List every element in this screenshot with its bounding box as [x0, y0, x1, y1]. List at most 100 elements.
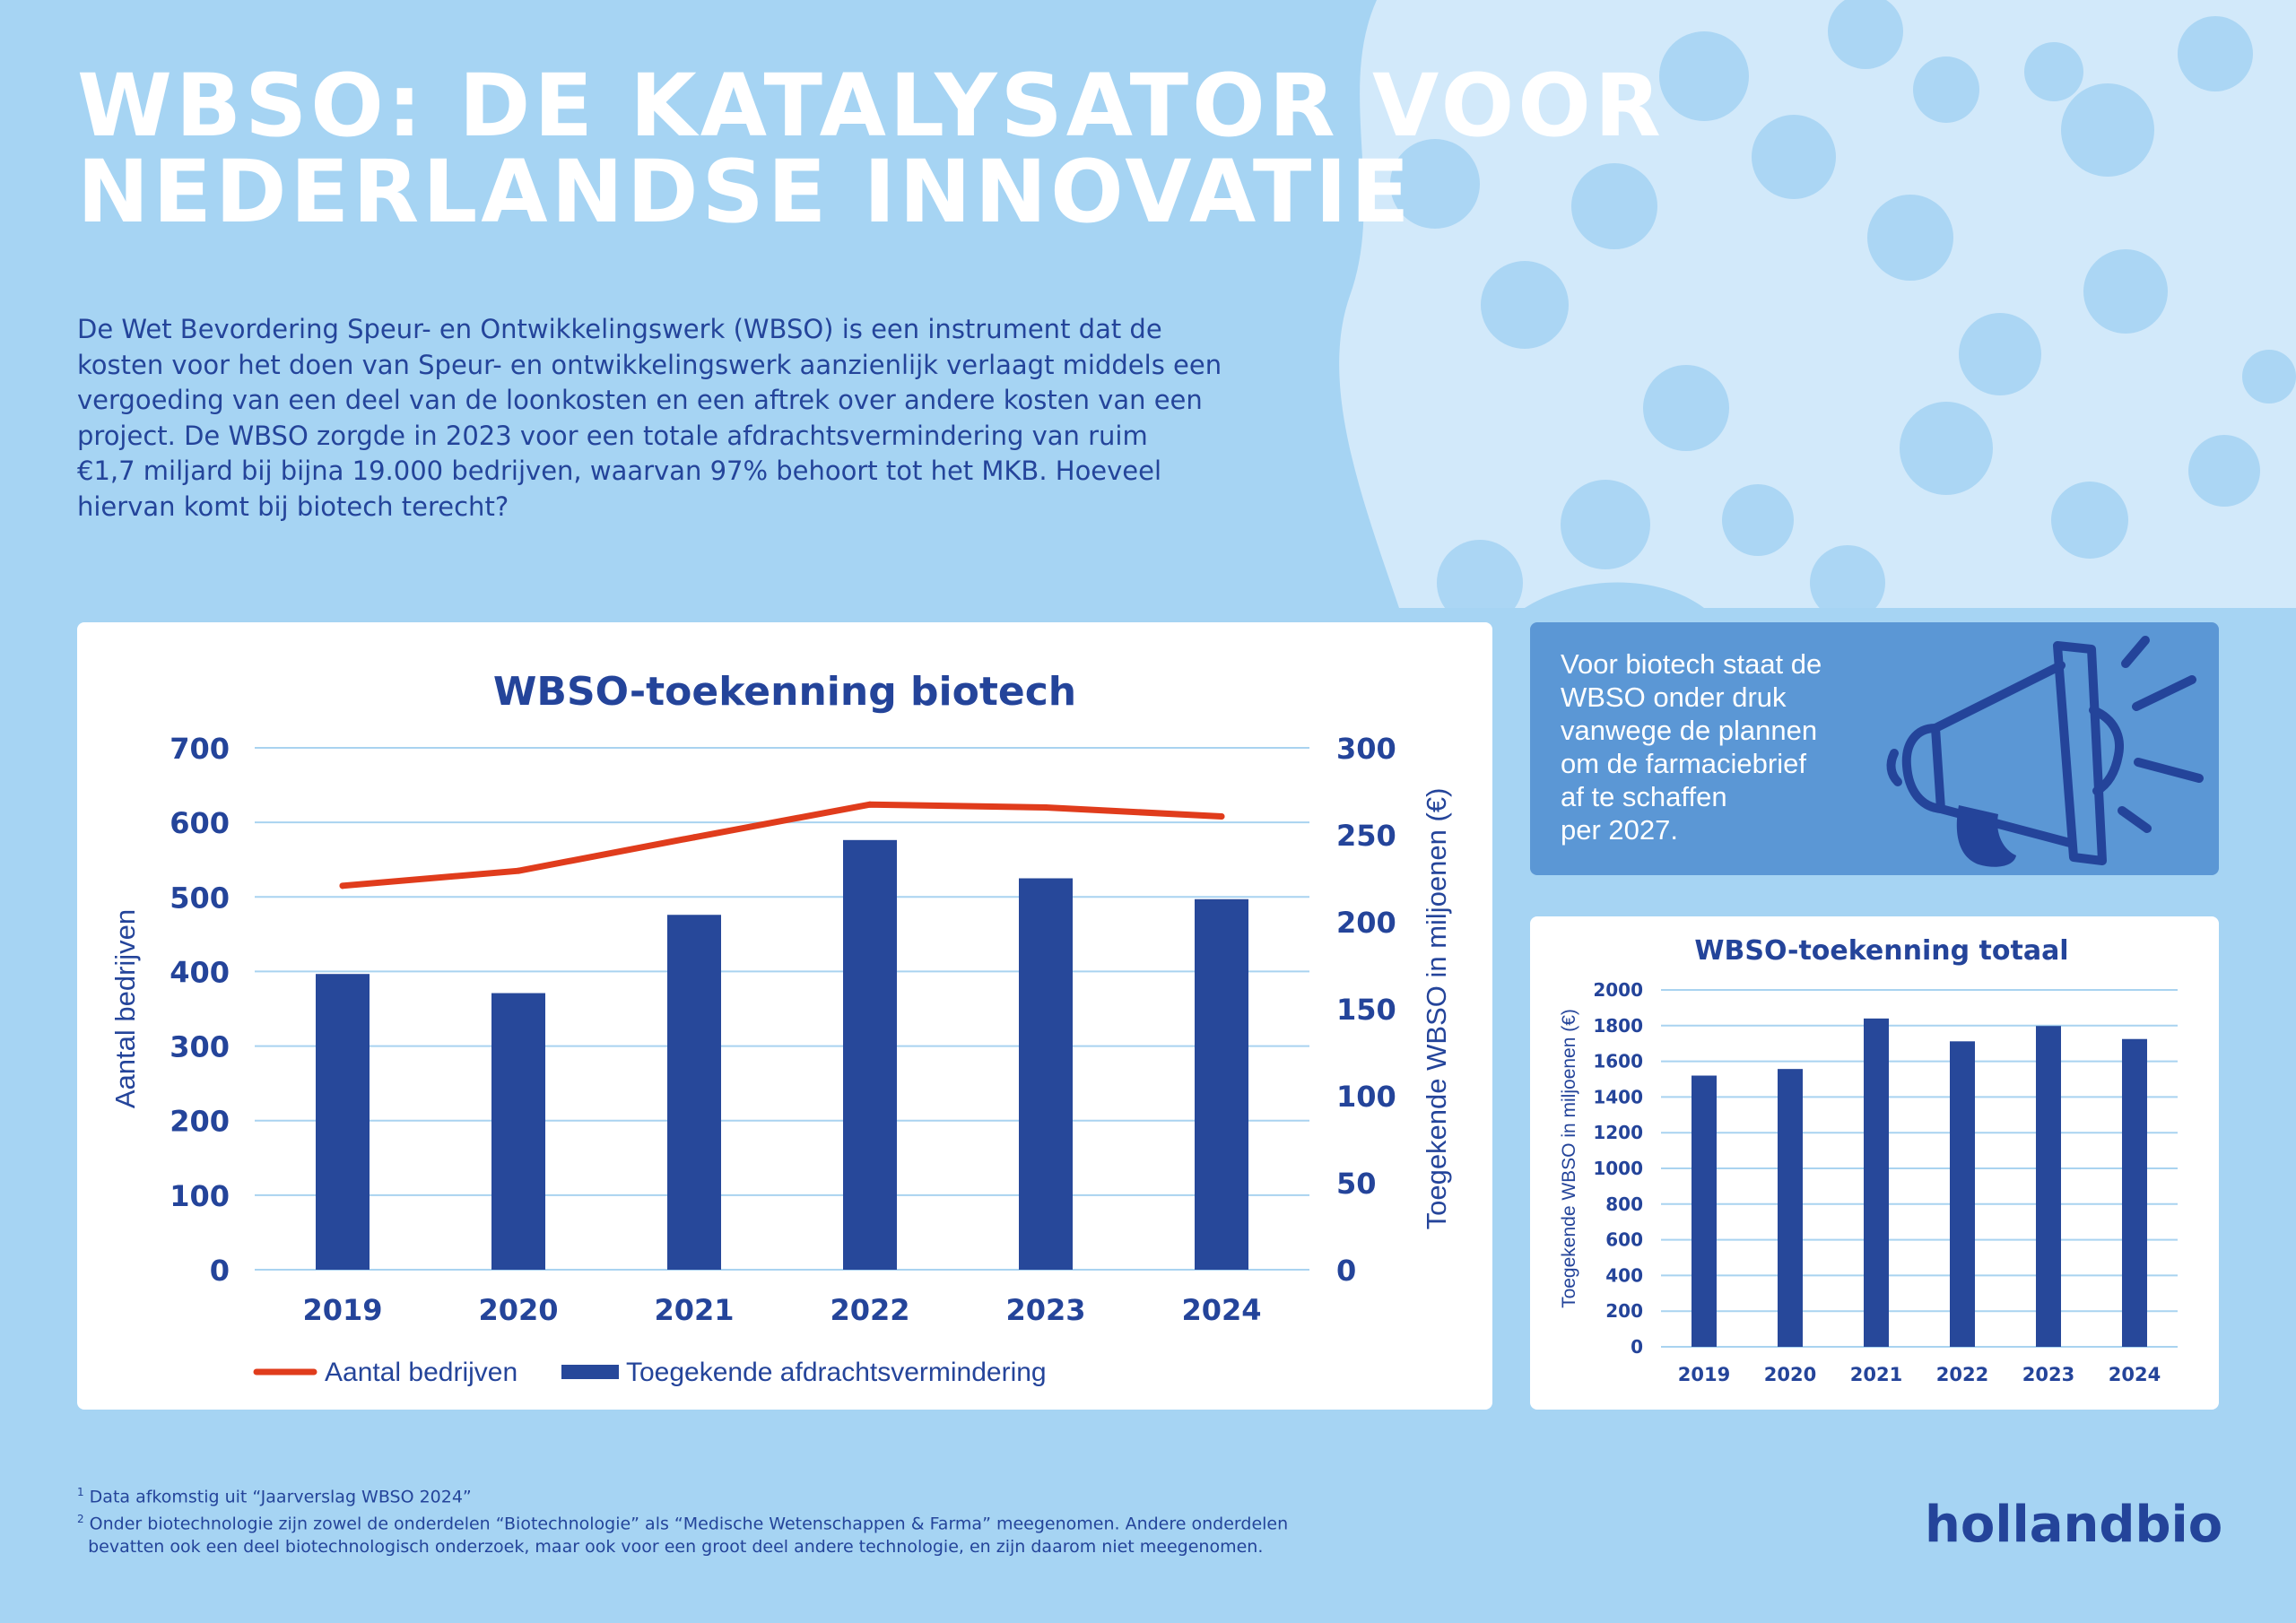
y-tick-label: 1200 — [1593, 1122, 1643, 1143]
left-axis-label: Aantal bedrijven — [109, 909, 141, 1108]
y-tick-label: 1000 — [1593, 1158, 1643, 1179]
line-point-2023 — [1042, 804, 1049, 812]
right-axis-tick-label: 100 — [1336, 1080, 1396, 1114]
footnote-line: 2 Onder biotechnologie zijn zowel de ond… — [77, 1513, 1289, 1534]
chart-title: WBSO-toekenning totaal — [1694, 935, 2068, 967]
bar-2024 — [1195, 898, 1248, 1270]
footnote-marker: 1 — [77, 1486, 84, 1498]
background-dot — [1867, 195, 1953, 281]
left-axis-tick-label: 200 — [170, 1105, 230, 1139]
y-tick-label: 400 — [1605, 1264, 1643, 1286]
line-point-2019 — [339, 882, 346, 890]
bar-2020 — [491, 993, 545, 1270]
x-tick-label: 2022 — [1936, 1364, 1988, 1385]
background-dot — [1571, 163, 1657, 249]
x-tick-label: 2023 — [2022, 1364, 2074, 1385]
background-dot — [1900, 402, 1993, 495]
intro-line: vergoeding van een deel van de loonkoste… — [77, 385, 1203, 415]
right-axis-tick-label: 150 — [1336, 993, 1396, 1027]
background-dot — [1390, 139, 1480, 229]
y-tick-label: 1800 — [1593, 1015, 1643, 1037]
callout-line: om de farmaciebrief — [1561, 748, 1806, 779]
chart-legend: Aantal bedrijven Toegekende afdrachtsverm… — [253, 1358, 1047, 1387]
series-line-aantal-bedrijven — [339, 801, 1225, 890]
background-dot — [1561, 480, 1650, 569]
bar-2021 — [667, 915, 721, 1270]
x-tick-label: 2021 — [654, 1293, 734, 1327]
x-tick-label: 2020 — [1764, 1364, 1816, 1385]
intro-line: De Wet Bevordering Speur- en Ontwikkelin… — [77, 314, 1162, 344]
background-dot — [2051, 482, 2128, 559]
right-axis-tick-label: 250 — [1336, 819, 1396, 853]
x-tick-label: 2019 — [302, 1293, 382, 1327]
total-chart-panel: WBSO-toekenning totaal 0 200 400 600 800 1000 1… — [1530, 916, 2219, 1410]
callout-panel: Voor biotech staat de WBSO onder druk va… — [1530, 622, 2219, 875]
biotech-chart: WBSO-toekenning biotech01002003004005006… — [109, 669, 1452, 1387]
megaphone-handle — [1956, 805, 2016, 867]
background-dot — [2024, 42, 2083, 101]
bar-2023 — [2036, 1026, 2061, 1347]
footnote-marker: 2 — [77, 1513, 84, 1526]
intro-line: kosten voor het doen van Speur- en ontwi… — [77, 349, 1222, 380]
background-shape — [1339, 0, 2296, 608]
bar-2019 — [1692, 1075, 1717, 1347]
y-tick-label: 2000 — [1593, 979, 1643, 1001]
bar-2023 — [1019, 878, 1073, 1270]
y-tick-label: 800 — [1605, 1193, 1643, 1215]
legend-bar-swatch — [561, 1365, 619, 1379]
background-dot — [1722, 484, 1794, 556]
background-dot — [1437, 540, 1523, 626]
background-dot — [1481, 261, 1569, 349]
background-dot — [1643, 365, 1729, 451]
footnote-line: 1 Data afkomstig uit “Jaarverslag WBSO 2… — [77, 1486, 472, 1507]
y-tick-label: 1600 — [1593, 1051, 1643, 1072]
footnote-line: bevatten ook een deel biotechnologisch o… — [77, 1536, 1264, 1557]
megaphone-icon — [1886, 636, 2204, 867]
y-tick-label: 600 — [1605, 1229, 1643, 1251]
callout-line: WBSO onder druk — [1561, 681, 1787, 713]
legend-label-aantal-bedrijven: Aantal bedrijven — [325, 1358, 517, 1387]
left-axis-tick-label: 700 — [170, 732, 230, 766]
left-axis-tick-label: 300 — [170, 1030, 230, 1064]
callout-text: Voor biotech staat de WBSO onder druk va… — [1561, 647, 1866, 846]
background-dot — [2061, 83, 2154, 177]
callout-line: vanwege de plannen — [1561, 715, 1818, 746]
bar-2024 — [2122, 1038, 2147, 1347]
y-axis-label: Toegekende WBSO in miljoenen (€) — [1559, 1009, 1579, 1308]
background-dot — [2083, 249, 2168, 334]
intro-line: €1,7 miljard bij bijna 19.000 bedrijven,… — [77, 456, 1162, 486]
x-tick-label: 2023 — [1005, 1293, 1085, 1327]
hollandbio-logo: hollandbio — [1925, 1496, 2223, 1554]
intro-line: project. De WBSO zorgde in 2023 voor een… — [77, 420, 1148, 451]
x-tick-label: 2022 — [830, 1293, 909, 1327]
callout-line: Voor biotech staat de — [1561, 648, 1822, 680]
total-chart: WBSO-toekenning totaal 0 200 400 600 800 1000 1… — [1559, 935, 2178, 1385]
background-dots — [1390, 0, 2296, 626]
right-axis-label: Toegekende WBSO in miljoenen (€) — [1421, 788, 1452, 1230]
left-axis-tick-label: 500 — [170, 881, 230, 915]
left-axis-tick-label: 100 — [170, 1179, 230, 1213]
x-tick-label: 2019 — [1678, 1364, 1730, 1385]
left-axis-tick-label: 600 — [170, 806, 230, 840]
bar-2022 — [843, 839, 897, 1270]
chart-title: WBSO-toekenning biotech — [493, 669, 1076, 715]
background-dot — [1959, 313, 2041, 395]
intro-line: hiervan komt bij biotech terecht? — [77, 490, 509, 522]
line-point-2021 — [691, 834, 698, 841]
bar-2022 — [1950, 1041, 1975, 1347]
x-tick-label: 2024 — [1181, 1293, 1261, 1327]
y-tick-label: 0 — [1631, 1336, 1643, 1358]
right-axis-tick-label: 200 — [1336, 906, 1396, 940]
callout-line: per 2027. — [1561, 814, 1678, 846]
title-line: WBSO: DE KATALYSATOR VOOR — [77, 56, 1665, 156]
right-axis-tick-label: 300 — [1336, 732, 1396, 766]
biotech-chart-panel: WBSO-toekenning biotech 0 100 200 300 400 500 6… — [77, 622, 1492, 1410]
legend-label-afdrachtsvermindering: Toegekende afdrachtsvermindering — [626, 1358, 1047, 1387]
left-axis-tick-label: 400 — [170, 955, 230, 989]
background-dot — [1828, 0, 1903, 69]
line-point-2022 — [866, 801, 874, 808]
bar-2019 — [316, 974, 370, 1270]
background-dot — [1810, 545, 1885, 621]
x-tick-label: 2024 — [2109, 1364, 2161, 1385]
